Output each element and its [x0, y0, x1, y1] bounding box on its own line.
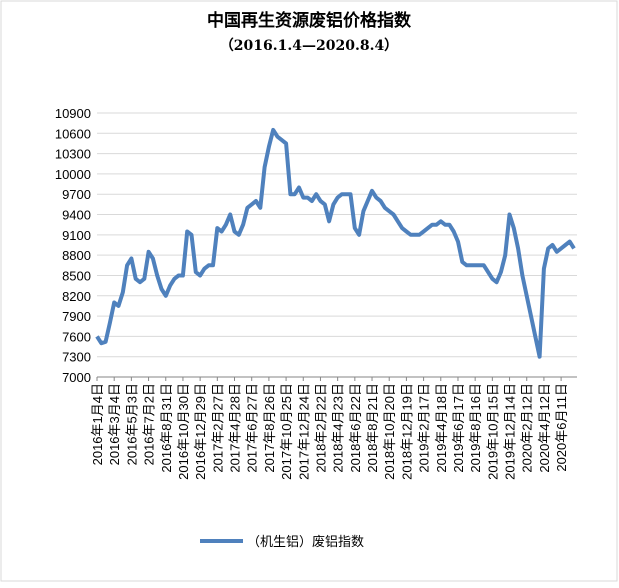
x-tick-label: 2017年2月27日 — [210, 383, 225, 473]
x-tick-label: 2017年12月24日 — [296, 383, 311, 480]
y-tick-label: 9700 — [62, 187, 91, 202]
x-tick-label: 2016年8月31日 — [159, 383, 174, 473]
y-tick-label: 9100 — [62, 228, 91, 243]
y-tick-label: 9400 — [62, 208, 91, 223]
y-tick-label: 10300 — [55, 147, 91, 162]
x-tick-label: 2020年2月12日 — [520, 383, 535, 473]
x-tick-label: 2016年7月2日 — [142, 383, 157, 465]
y-tick-label: 10600 — [55, 126, 91, 141]
y-tick-label: 7600 — [62, 329, 91, 344]
x-tick-label: 2018年6月22日 — [348, 383, 363, 473]
x-tick-label: 2016年3月4日 — [107, 383, 122, 465]
series-line — [95, 127, 576, 359]
y-tick-label: 10900 — [55, 106, 91, 121]
y-tick-label: 8500 — [62, 268, 91, 283]
chart-title: 中国再生资源废铝价格指数 — [207, 10, 412, 31]
x-tick-label: 2019年12月14日 — [503, 383, 518, 480]
x-tick-label: 2016年5月3日 — [124, 383, 139, 465]
x-tick-label: 2019年10月15日 — [485, 383, 500, 480]
x-tick-label: 2019年4月18日 — [434, 383, 449, 473]
x-tick-label: 2018年12月19日 — [399, 383, 414, 480]
x-tick-label: 2016年10月30日 — [176, 383, 191, 480]
x-tick-label: 2016年1月4日 — [90, 383, 105, 465]
legend-label: （机生铝）废铝指数 — [247, 534, 364, 549]
y-tick-label: 7900 — [62, 309, 91, 324]
x-tick-label: 2020年6月11日 — [554, 383, 569, 472]
y-tick-label: 10000 — [55, 167, 91, 182]
x-tick-label: 2019年8月16日 — [468, 383, 483, 473]
x-tick-label: 2019年6月17日 — [451, 383, 466, 473]
y-tick-label: 8200 — [62, 289, 91, 304]
x-tick-label: 2018年4月23日 — [331, 383, 346, 473]
x-tick-label: 2018年10月20日 — [382, 383, 397, 480]
x-tick-label: 2020年4月12日 — [537, 383, 552, 473]
x-tick-label: 2017年4月28日 — [228, 383, 243, 473]
y-tick-label: 7000 — [62, 370, 91, 385]
x-tick-label: 2018年8月21日 — [365, 383, 380, 473]
x-tick-label: 2016年12月29日 — [193, 383, 208, 480]
chart-subtitle: （2016.1.4—2020.8.4） — [220, 38, 398, 54]
x-tick-label: 2019年2月17日 — [417, 383, 432, 473]
y-tick-label: 8800 — [62, 248, 91, 263]
x-tick-label: 2017年8月26日 — [262, 383, 277, 473]
x-tick-label: 2017年6月27日 — [245, 383, 260, 473]
y-tick-label: 7300 — [62, 350, 91, 365]
x-tick-label: 2018年2月22日 — [313, 383, 328, 473]
x-tick-label: 2017年10月25日 — [279, 383, 294, 480]
